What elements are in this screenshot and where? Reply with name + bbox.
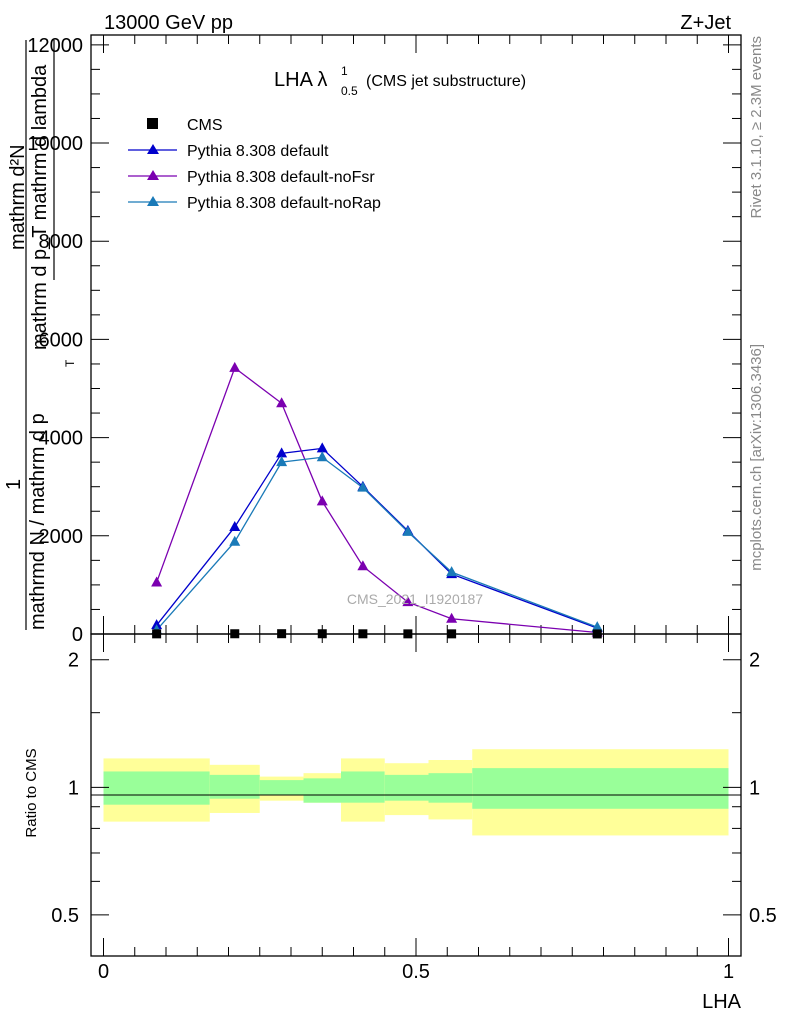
watermark: CMS_2021_I1920187: [347, 591, 483, 607]
ratio-bands: [103, 749, 729, 836]
y-tick-label: 0: [72, 624, 83, 646]
series-marker-1: [229, 361, 241, 372]
side-mcplots: mcplots.cern.ch [arXiv:1306.3436]: [748, 344, 765, 571]
series-marker-2: [591, 621, 603, 632]
ratio-y-label: Ratio to CMS: [23, 748, 40, 837]
series-marker-2: [446, 566, 458, 577]
series-line-2: [156, 456, 598, 631]
ratio-band-inner: [209, 774, 260, 799]
series-marker-1: [357, 560, 369, 571]
ratio-band-inner: [341, 771, 385, 803]
series-marker-1: [402, 596, 414, 607]
y-label-top-one: 1: [3, 479, 25, 490]
y-label-denominator: mathrmd N / mathrm d p: [27, 413, 49, 630]
y-tick-label: 10000: [27, 133, 83, 155]
series-marker-0: [276, 447, 288, 458]
ratio-band-inner: [428, 773, 473, 803]
header-right: Z+Jet: [680, 12, 731, 34]
ratio-tick-label-right: 0.5: [749, 905, 777, 927]
main-series-lines: [156, 366, 598, 634]
y-tick-label: 8000: [39, 231, 84, 253]
chart-title-tail: (CMS jet substructure): [366, 73, 526, 90]
legend: CMS Pythia 8.308 default Pythia 8.308 de…: [128, 117, 381, 212]
y-tick-label: 6000: [39, 329, 84, 351]
y-tick-label: 12000: [27, 35, 83, 57]
chart-title-sup: 1: [341, 64, 348, 78]
chart-title-sub: 0.5: [341, 84, 358, 98]
legend-marker-norap: [147, 196, 159, 206]
y-label-numerator: mathrm d²N: [7, 144, 29, 250]
legend-marker-cms: [147, 118, 158, 129]
x-tick-label: 0: [98, 961, 109, 983]
header-left: 13000 GeV pp: [104, 12, 233, 34]
chart-title: LHA λ 1 0.5 (CMS jet substructure): [274, 64, 526, 98]
x-tick-label: 0.5: [402, 961, 430, 983]
ratio-tick-label-right: 2: [749, 650, 760, 672]
legend-marker-nofsr: [147, 170, 159, 180]
series-marker-0: [316, 442, 328, 453]
ratio-band-inner: [472, 768, 729, 809]
chart-title-main: LHA λ: [274, 69, 327, 91]
series-marker-2: [357, 481, 369, 492]
y-tick-label: 2000: [39, 526, 84, 548]
ratio-tick-label: 1: [68, 777, 79, 799]
ratio-tick-label: 0.5: [51, 905, 79, 927]
ratio-tick-label-right: 1: [749, 777, 760, 799]
ratio-frame: [90, 633, 742, 957]
ratio-band-inner: [303, 778, 341, 803]
legend-label-cms: CMS: [187, 117, 223, 134]
side-rivet: Rivet 3.1.10, ≥ 2.3M events: [748, 36, 765, 219]
series-line-0: [156, 447, 598, 629]
legend-marker-default: [147, 144, 159, 154]
ratio-tick-label: 2: [68, 650, 79, 672]
series-marker-2: [229, 535, 241, 546]
y-label-sub: T: [63, 359, 77, 367]
legend-label-norap: Pythia 8.308 default-noRap: [187, 195, 381, 212]
main-axis-ticks: 0 2000 4000 6000 8000 10000 12000: [27, 35, 741, 646]
series-marker-2: [276, 456, 288, 467]
x-tick-label: 1: [723, 961, 734, 983]
series-marker-1: [276, 397, 288, 408]
y-tick-label: 4000: [39, 428, 84, 450]
series-marker-1: [316, 495, 328, 506]
ratio-panel: 0.5 0.5 1 1 2 2 0 0.5 1 Ratio to CMS: [23, 633, 777, 983]
series-marker-1: [151, 576, 163, 587]
series-marker-2: [316, 451, 328, 462]
ratio-band-inner: [259, 780, 304, 795]
y-label-fraction: mathrm d p_T mathrm d lambda: [29, 64, 51, 350]
main-panel: 0 2000 4000 6000 8000 10000 12000 CMS_2021_I19…: [27, 34, 742, 646]
ratio-band-inner: [384, 774, 429, 801]
ratio-axis-ticks: 0.5 0.5 1 1 2 2 0 0.5 1: [51, 634, 777, 983]
series-marker-2: [402, 525, 414, 536]
legend-label-nofsr: Pythia 8.308 default-noFsr: [187, 169, 375, 186]
series-line-1: [156, 366, 598, 634]
ratio-band-inner: [103, 771, 210, 805]
series-marker-0: [229, 520, 241, 531]
x-axis-label: LHA: [702, 991, 742, 1013]
svg-text:LHA λ: LHA λ: [274, 69, 327, 91]
series-marker-1: [446, 612, 458, 623]
main-y-label: 1 mathrmd N / mathrm d p mathrm d²N math…: [3, 40, 77, 630]
legend-label-default: Pythia 8.308 default: [187, 143, 329, 160]
